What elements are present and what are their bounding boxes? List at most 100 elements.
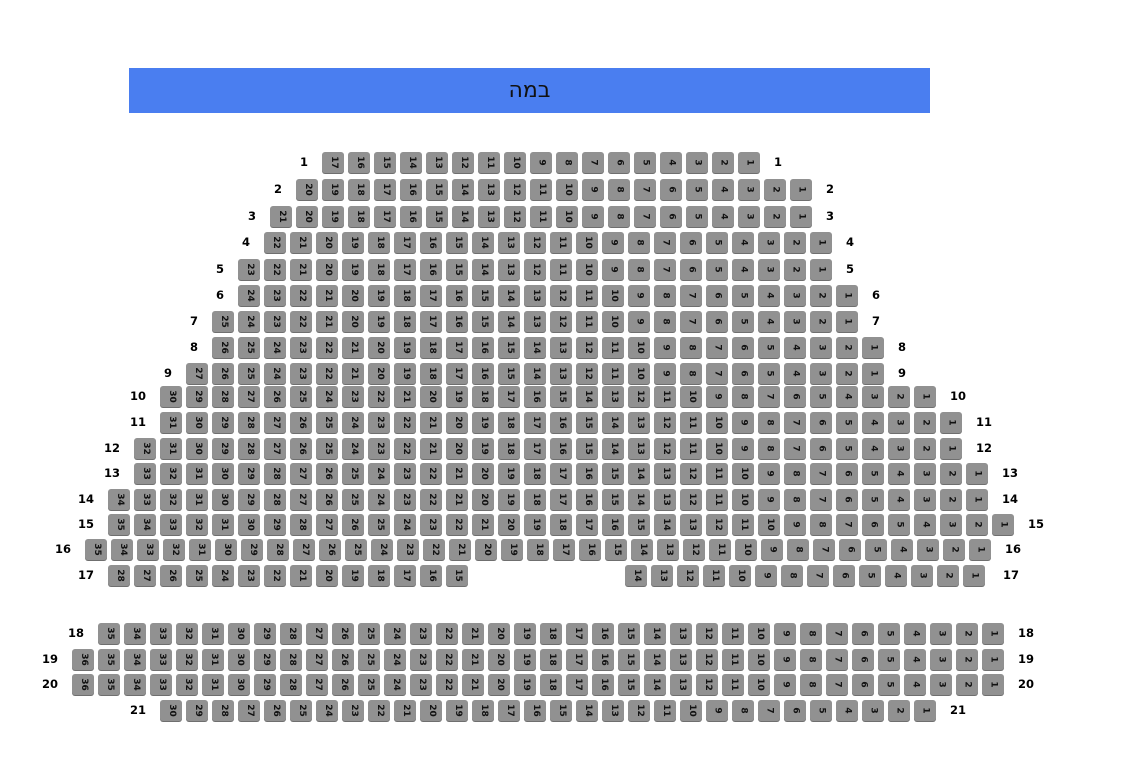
seat[interactable]: 17 bbox=[446, 337, 468, 358]
seat[interactable]: 4 bbox=[784, 363, 806, 384]
seat[interactable]: 26 bbox=[264, 386, 286, 407]
seat[interactable]: 2 bbox=[914, 412, 936, 433]
seat[interactable]: 14 bbox=[628, 463, 650, 484]
seat[interactable]: 26 bbox=[342, 514, 364, 535]
seat[interactable]: 27 bbox=[306, 649, 328, 670]
seat[interactable]: 20 bbox=[488, 649, 510, 670]
seat[interactable]: 14 bbox=[452, 179, 474, 200]
seat[interactable]: 11 bbox=[530, 179, 552, 200]
seat[interactable]: 13 bbox=[670, 649, 692, 670]
seat[interactable]: 36 bbox=[72, 674, 94, 695]
seat[interactable]: 11 bbox=[602, 363, 624, 384]
seat[interactable]: 24 bbox=[342, 412, 364, 433]
seat[interactable]: 22 bbox=[394, 438, 416, 459]
seat[interactable]: 10 bbox=[732, 489, 754, 510]
seat[interactable]: 26 bbox=[316, 463, 338, 484]
seat[interactable]: 29 bbox=[186, 700, 208, 721]
seat[interactable]: 2 bbox=[914, 438, 936, 459]
seat[interactable]: 25 bbox=[345, 539, 367, 560]
seat[interactable]: 5 bbox=[859, 565, 881, 586]
seat[interactable]: 34 bbox=[124, 649, 146, 670]
seat[interactable]: 22 bbox=[394, 412, 416, 433]
seat[interactable]: 16 bbox=[576, 489, 598, 510]
seat[interactable]: 9 bbox=[654, 337, 676, 358]
seat[interactable]: 2 bbox=[966, 514, 988, 535]
seat[interactable]: 6 bbox=[732, 337, 754, 358]
seat[interactable]: 7 bbox=[836, 514, 858, 535]
seat[interactable]: 21 bbox=[290, 565, 312, 586]
seat[interactable]: 9 bbox=[755, 565, 777, 586]
seat[interactable]: 2 bbox=[888, 700, 910, 721]
seat[interactable]: 27 bbox=[238, 386, 260, 407]
seat[interactable]: 35 bbox=[98, 623, 120, 644]
seat[interactable]: 12 bbox=[696, 674, 718, 695]
seat[interactable]: 18 bbox=[524, 489, 546, 510]
seat[interactable]: 12 bbox=[706, 514, 728, 535]
seat[interactable]: 16 bbox=[592, 623, 614, 644]
seat[interactable]: 15 bbox=[618, 649, 640, 670]
seat[interactable]: 21 bbox=[394, 700, 416, 721]
seat[interactable]: 16 bbox=[446, 285, 468, 306]
seat[interactable]: 21 bbox=[472, 514, 494, 535]
seat[interactable]: 33 bbox=[150, 674, 172, 695]
seat[interactable]: 16 bbox=[420, 232, 442, 253]
seat[interactable]: 15 bbox=[446, 232, 468, 253]
seat[interactable]: 16 bbox=[472, 363, 494, 384]
seat[interactable]: 6 bbox=[680, 232, 702, 253]
seat[interactable]: 5 bbox=[878, 649, 900, 670]
seat[interactable]: 11 bbox=[550, 232, 572, 253]
seat[interactable]: 18 bbox=[498, 412, 520, 433]
seat[interactable]: 19 bbox=[514, 649, 536, 670]
seat[interactable]: 16 bbox=[579, 539, 601, 560]
seat[interactable]: 28 bbox=[267, 539, 289, 560]
seat[interactable]: 5 bbox=[706, 259, 728, 280]
seat[interactable]: 20 bbox=[446, 438, 468, 459]
seat[interactable]: 4 bbox=[732, 259, 754, 280]
seat[interactable]: 7 bbox=[826, 674, 848, 695]
seat[interactable]: 22 bbox=[446, 514, 468, 535]
seat[interactable]: 11 bbox=[550, 259, 572, 280]
seat[interactable]: 3 bbox=[930, 674, 952, 695]
seat[interactable]: 13 bbox=[654, 489, 676, 510]
seat[interactable]: 3 bbox=[888, 412, 910, 433]
seat[interactable]: 8 bbox=[800, 623, 822, 644]
seat[interactable]: 22 bbox=[436, 674, 458, 695]
seat[interactable]: 15 bbox=[472, 285, 494, 306]
seat[interactable]: 5 bbox=[878, 623, 900, 644]
seat[interactable]: 19 bbox=[501, 539, 523, 560]
seat[interactable]: 3 bbox=[810, 363, 832, 384]
seat[interactable]: 5 bbox=[758, 363, 780, 384]
seat[interactable]: 5 bbox=[686, 206, 708, 227]
seat[interactable]: 23 bbox=[397, 539, 419, 560]
seat[interactable]: 32 bbox=[176, 623, 198, 644]
seat[interactable]: 15 bbox=[618, 674, 640, 695]
seat[interactable]: 15 bbox=[446, 259, 468, 280]
seat[interactable]: 20 bbox=[342, 311, 364, 332]
seat[interactable]: 14 bbox=[472, 232, 494, 253]
seat[interactable]: 2 bbox=[940, 463, 962, 484]
seat[interactable]: 18 bbox=[348, 179, 370, 200]
seat[interactable]: 31 bbox=[212, 514, 234, 535]
seat[interactable]: 20 bbox=[316, 565, 338, 586]
seat[interactable]: 29 bbox=[254, 649, 276, 670]
seat[interactable]: 25 bbox=[290, 700, 312, 721]
seat[interactable]: 3 bbox=[914, 489, 936, 510]
seat[interactable]: 3 bbox=[784, 311, 806, 332]
seat[interactable]: 7 bbox=[706, 337, 728, 358]
seat[interactable]: 26 bbox=[290, 412, 312, 433]
seat[interactable]: 11 bbox=[706, 463, 728, 484]
seat[interactable]: 13 bbox=[651, 565, 673, 586]
seat[interactable]: 16 bbox=[524, 700, 546, 721]
seat[interactable]: 21 bbox=[420, 438, 442, 459]
seat[interactable]: 8 bbox=[787, 539, 809, 560]
seat[interactable]: 3 bbox=[917, 539, 939, 560]
seat[interactable]: 10 bbox=[735, 539, 757, 560]
seat[interactable]: 3 bbox=[940, 514, 962, 535]
seat[interactable]: 5 bbox=[862, 489, 884, 510]
seat[interactable]: 19 bbox=[342, 232, 364, 253]
seat[interactable]: 28 bbox=[290, 514, 312, 535]
seat[interactable]: 15 bbox=[576, 438, 598, 459]
seat[interactable]: 18 bbox=[394, 311, 416, 332]
seat[interactable]: 20 bbox=[342, 285, 364, 306]
seat[interactable]: 25 bbox=[212, 311, 234, 332]
